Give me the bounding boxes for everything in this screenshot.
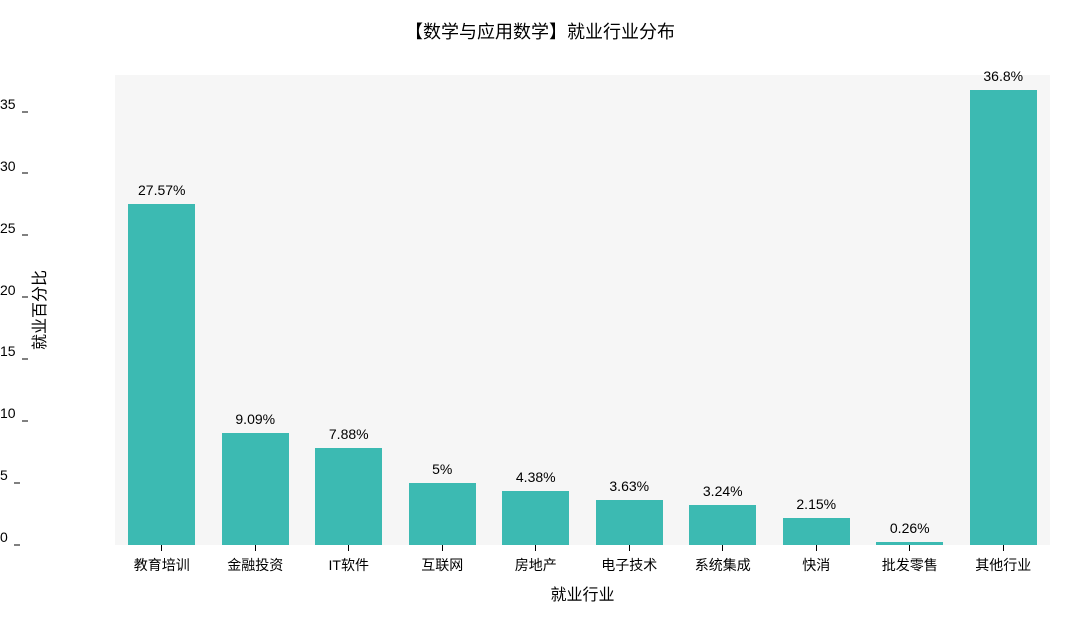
y-tick-mark (22, 358, 28, 359)
chart-title: 【数学与应用数学】就业行业分布 (0, 18, 1080, 44)
bar (783, 518, 850, 545)
x-tick-mark (722, 545, 723, 551)
x-tick-mark (1003, 545, 1004, 551)
x-tick-mark (255, 545, 256, 551)
x-tick-mark (535, 545, 536, 551)
chart-container: 【数学与应用数学】就业行业分布 0 5 10 15 20 25 30 35 就业百分比 27.… (0, 0, 1080, 640)
bar-value-label: 7.88% (299, 426, 399, 442)
bar (128, 204, 195, 545)
x-tick-mark (909, 545, 910, 551)
y-tick-mark (14, 482, 20, 483)
y-axis: 0 5 10 15 20 25 30 35 (0, 75, 115, 545)
y-tick-label: 30 (0, 158, 22, 174)
bar-value-label: 36.8% (953, 68, 1053, 84)
bar (596, 500, 663, 545)
y-tick-label: 0 (0, 529, 14, 545)
x-tick-mark (348, 545, 349, 551)
y-tick-label: 25 (0, 220, 22, 236)
y-tick-mark (22, 420, 28, 421)
bar (970, 90, 1037, 545)
x-axis: 教育培训 金融投资 IT软件 互联网 房地产 电子技术 系统集成 快消 批发零售 其他行业 (115, 545, 1050, 585)
x-tick-label: 其他行业 (975, 555, 1031, 575)
bar-value-label: 0.26% (860, 520, 960, 536)
bar (409, 483, 476, 545)
y-tick-label: 35 (0, 96, 22, 112)
x-tick-label: 系统集成 (695, 555, 751, 575)
x-tick-label: 互联网 (421, 555, 463, 575)
x-tick-mark (816, 545, 817, 551)
x-tick-mark (442, 545, 443, 551)
x-tick-label: 电子技术 (601, 555, 657, 575)
x-axis-label: 就业行业 (550, 581, 614, 605)
x-tick-label: 批发零售 (882, 555, 938, 575)
y-tick-label: 15 (0, 343, 22, 359)
bar (315, 448, 382, 545)
bar (222, 433, 289, 545)
bar-value-label: 2.15% (766, 496, 866, 512)
bar-value-label: 3.24% (673, 483, 773, 499)
y-tick-mark (22, 111, 28, 112)
bars-group: 27.57% 9.09%7.88% 5%4.38%3.63%3.24%2.15% 0.… (115, 75, 1050, 545)
x-tick-label: 教育培训 (134, 555, 190, 575)
x-tick-label: 金融投资 (227, 555, 283, 575)
x-tick-mark (629, 545, 630, 551)
y-tick-mark (14, 544, 20, 545)
bar-value-label: 27.57% (112, 182, 212, 198)
y-tick-mark (22, 235, 28, 236)
bar-value-label: 3.63% (579, 478, 679, 494)
bar-value-label: 9.09% (205, 411, 305, 427)
x-tick-label: IT软件 (329, 555, 369, 575)
bar-value-label: 4.38% (486, 469, 586, 485)
x-tick-label: 房地产 (515, 555, 557, 575)
y-tick-label: 10 (0, 405, 22, 421)
y-tick-mark (22, 173, 28, 174)
bar (689, 505, 756, 545)
x-tick-label: 快消 (802, 555, 830, 575)
y-tick-label: 20 (0, 282, 22, 298)
x-tick-mark (161, 545, 162, 551)
y-axis-label: 就业百分比 (26, 270, 50, 350)
bar-value-label: 5% (392, 461, 492, 477)
y-tick-label: 5 (0, 467, 14, 483)
bar (502, 491, 569, 545)
